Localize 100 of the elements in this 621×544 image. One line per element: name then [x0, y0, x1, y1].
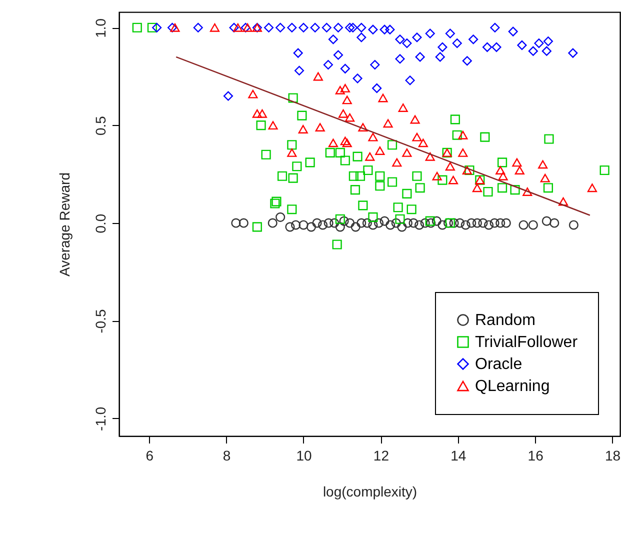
point [256, 120, 266, 130]
point [517, 40, 527, 50]
point [342, 138, 352, 148]
point [402, 148, 412, 157]
point [261, 150, 271, 160]
point [540, 174, 550, 182]
point [458, 148, 468, 157]
point [478, 218, 488, 228]
point [285, 222, 295, 232]
point [522, 188, 532, 196]
point [132, 22, 142, 32]
legend-label: QLearning [475, 378, 550, 395]
point [398, 104, 408, 112]
point [294, 66, 304, 76]
point [387, 140, 398, 150]
point [538, 160, 548, 169]
point [342, 96, 352, 104]
point [558, 197, 568, 206]
point [375, 171, 385, 181]
point [348, 171, 358, 181]
point [375, 146, 385, 155]
point [335, 222, 345, 232]
point [483, 186, 493, 197]
point [238, 218, 248, 228]
point [414, 220, 424, 230]
point [276, 212, 286, 222]
x-tick-label: 6 [146, 448, 154, 464]
point [514, 166, 524, 174]
point [362, 218, 372, 228]
point [508, 26, 518, 36]
point [358, 123, 368, 132]
point [287, 204, 297, 214]
x-tick-label: 8 [222, 448, 231, 464]
point [312, 218, 322, 228]
point [468, 34, 478, 44]
point [330, 218, 340, 228]
point [497, 183, 508, 193]
point [333, 50, 344, 60]
point [448, 176, 458, 184]
point [460, 220, 470, 230]
point [298, 125, 308, 134]
point [391, 218, 401, 228]
point [472, 218, 482, 228]
point [408, 218, 418, 228]
point [462, 166, 472, 174]
point [395, 54, 405, 64]
point [352, 152, 362, 162]
point [438, 175, 448, 185]
point [415, 183, 425, 193]
y-tick-label: -1.0 [92, 406, 108, 431]
point [466, 218, 476, 228]
point [368, 132, 378, 142]
point [415, 52, 425, 62]
point [298, 220, 308, 230]
point [356, 22, 366, 32]
point [544, 134, 554, 144]
point [501, 218, 511, 228]
legend-label: Oracle [475, 356, 522, 373]
point [310, 22, 320, 32]
point [306, 222, 316, 232]
point [455, 218, 465, 228]
point [380, 216, 390, 226]
point [512, 158, 522, 167]
point [277, 171, 288, 181]
point [510, 185, 520, 195]
x-tick-label: 14 [450, 448, 466, 464]
point [324, 218, 334, 228]
x-axis-title: log(complexity) [322, 484, 418, 500]
point [438, 42, 448, 52]
point [287, 148, 297, 157]
point [385, 24, 395, 34]
point [425, 28, 435, 38]
point [322, 22, 332, 32]
point [518, 220, 528, 230]
point [496, 166, 506, 174]
point [412, 171, 422, 181]
point [345, 22, 355, 32]
point [368, 212, 378, 222]
point [288, 93, 298, 103]
point [210, 23, 220, 32]
point [335, 86, 345, 94]
point [380, 24, 390, 34]
point [452, 130, 462, 140]
point [397, 222, 407, 232]
point [170, 23, 180, 32]
point [328, 138, 338, 148]
point [498, 172, 508, 180]
point [252, 109, 262, 118]
point [252, 222, 262, 232]
point [268, 121, 278, 130]
point [432, 172, 442, 180]
point [375, 181, 385, 191]
point [458, 130, 468, 140]
point [363, 165, 373, 176]
point [147, 22, 157, 32]
point [355, 171, 366, 181]
point [587, 184, 597, 192]
point [368, 24, 378, 34]
point [356, 218, 366, 228]
point [406, 204, 416, 214]
